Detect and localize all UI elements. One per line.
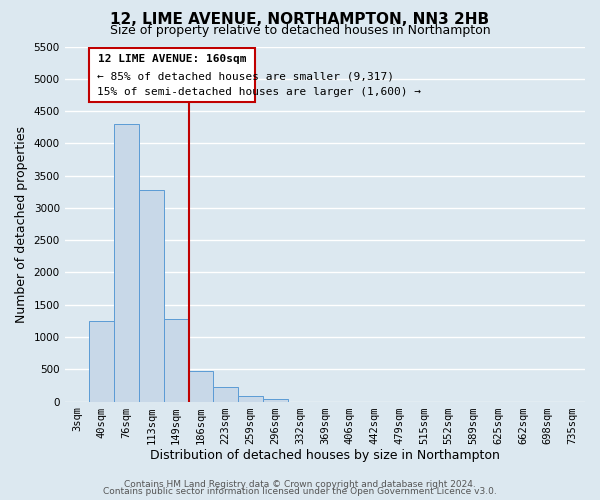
Bar bbox=[238, 396, 263, 402]
Bar bbox=[188, 371, 214, 402]
Text: Size of property relative to detached houses in Northampton: Size of property relative to detached ho… bbox=[110, 24, 490, 37]
Text: Contains public sector information licensed under the Open Government Licence v3: Contains public sector information licen… bbox=[103, 487, 497, 496]
Bar bbox=[114, 124, 139, 402]
Text: Contains HM Land Registry data © Crown copyright and database right 2024.: Contains HM Land Registry data © Crown c… bbox=[124, 480, 476, 489]
Bar bbox=[263, 399, 287, 402]
Text: 12 LIME AVENUE: 160sqm: 12 LIME AVENUE: 160sqm bbox=[98, 54, 247, 64]
Y-axis label: Number of detached properties: Number of detached properties bbox=[15, 126, 28, 322]
FancyBboxPatch shape bbox=[89, 48, 256, 102]
Bar bbox=[214, 386, 238, 402]
X-axis label: Distribution of detached houses by size in Northampton: Distribution of detached houses by size … bbox=[150, 450, 500, 462]
Text: 15% of semi-detached houses are larger (1,600) →: 15% of semi-detached houses are larger (… bbox=[97, 87, 421, 97]
Bar bbox=[89, 321, 114, 402]
Bar bbox=[139, 190, 164, 402]
Text: ← 85% of detached houses are smaller (9,317): ← 85% of detached houses are smaller (9,… bbox=[97, 71, 394, 81]
Text: 12, LIME AVENUE, NORTHAMPTON, NN3 2HB: 12, LIME AVENUE, NORTHAMPTON, NN3 2HB bbox=[110, 12, 490, 28]
Bar bbox=[164, 319, 188, 402]
